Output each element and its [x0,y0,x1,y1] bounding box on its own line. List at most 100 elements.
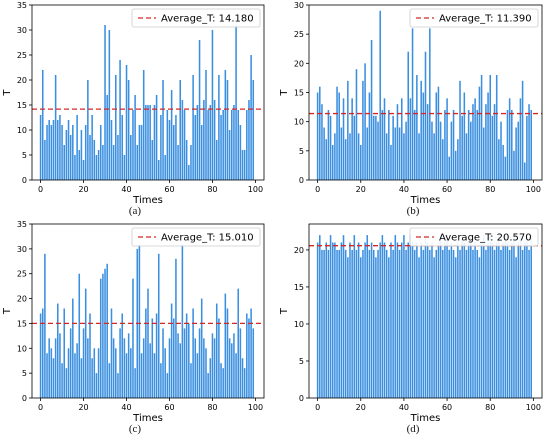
bar [319,235,321,398]
y-tick-label: 30 [294,1,304,10]
bar [200,298,203,398]
bar [61,125,63,180]
bar [379,10,381,180]
bar [41,308,44,398]
bar [394,235,397,398]
bar [530,110,532,180]
bar [67,348,70,398]
bar [99,125,102,180]
bar [413,110,416,180]
bar [222,368,224,398]
bar [329,115,332,180]
x-tick-label: 40 [121,403,131,412]
y-tick-label: 25 [17,51,27,60]
bar [396,104,399,180]
bar [398,127,401,180]
bar [357,242,360,398]
bar [252,328,255,398]
chart-panel-a: 0 20 40 60 80 100 0 5 10 15 20 25 30 35 Times T Average_… [2,1,265,206]
bar [370,40,373,180]
bar [385,249,388,398]
y-tick-label: 20 [294,246,304,255]
x-tick-label: 100 [526,403,541,412]
bar [46,353,48,398]
bar [411,242,414,398]
bar [50,125,53,180]
x-tick-label: 80 [207,185,217,194]
bar [316,242,319,398]
y-tick-label: 20 [294,59,304,68]
bar [487,242,489,398]
y-tick-label: 10 [294,118,304,127]
bar [413,249,416,398]
bar [239,125,242,180]
bar [426,104,429,180]
bar [196,105,199,180]
bar [41,70,44,180]
bar [523,242,526,398]
x-tick-label: 0 [315,403,320,412]
x-tick-label: 80 [485,403,495,412]
bar [134,95,136,180]
bar [476,110,479,180]
bar [142,70,145,180]
bar [84,288,87,398]
y-tick-label: 10 [17,126,27,135]
bar [52,358,55,398]
chart-panel-b: 0 20 40 60 80 100 0 5 10 15 20 25 30 Times T Average_T:… [279,1,543,206]
bar [448,156,450,180]
bar [407,242,410,398]
bar [123,338,126,398]
legend-box [131,227,261,247]
bar [50,348,53,398]
bar [78,273,81,398]
bar [207,373,209,398]
bar [485,249,487,398]
bar [400,242,403,398]
bar [416,75,418,180]
bar [353,235,356,398]
bar [97,150,100,180]
bar [155,95,158,180]
bar [420,242,422,398]
bar [511,110,513,180]
bar [528,249,530,398]
x-tick-label: 0 [38,403,43,412]
x-tick-label: 0 [315,185,320,194]
bar [383,98,386,180]
bar [136,145,139,180]
bar [429,249,431,398]
bar [153,353,156,398]
bar [495,75,498,180]
bar [140,125,143,180]
bar [347,80,349,180]
caption-d: (d) [406,423,420,435]
bar [459,249,461,398]
bar [493,249,496,398]
bar [177,333,179,398]
bar [405,121,407,180]
legend-label: Average_T: 20.570 [439,233,532,244]
bar [241,358,244,398]
bar [461,235,463,398]
bar [381,235,384,398]
bar [528,104,530,180]
bar [215,140,218,180]
bar [353,115,356,180]
bar [224,70,227,180]
y-tick-label: 0 [299,394,304,403]
bar [149,343,151,398]
bar [44,140,46,180]
bar [325,242,328,398]
x-tick-label: 20 [356,403,366,412]
x-tick-label: 100 [248,185,263,194]
bar [474,242,476,398]
x-tick-label: 60 [442,185,452,194]
bar [63,308,65,398]
bar [375,257,377,398]
bar [213,338,216,398]
bar [175,115,177,180]
bar [39,313,42,398]
x-tick-label: 20 [78,185,88,194]
